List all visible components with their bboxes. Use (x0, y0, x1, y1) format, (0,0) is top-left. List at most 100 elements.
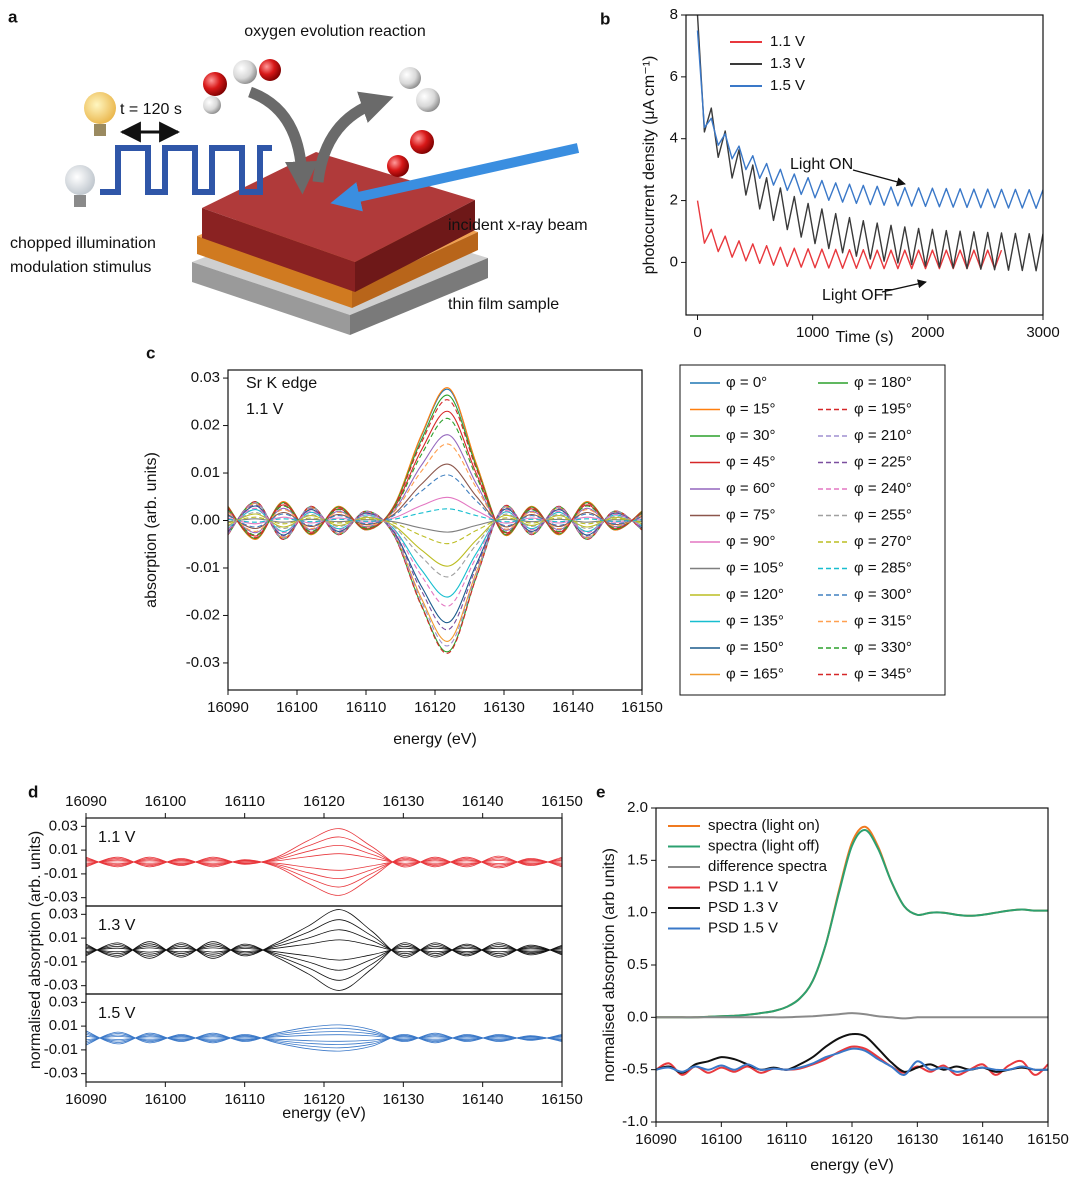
legend-label: φ = 315° (854, 612, 912, 629)
xray-beam (330, 143, 580, 212)
annotation-arrow (852, 169, 906, 187)
process-arrow (247, 86, 319, 195)
series-line (228, 410, 642, 537)
series-line (228, 474, 642, 528)
legend-label: 1.1 V (770, 33, 805, 50)
legend-label: spectra (light off) (708, 837, 819, 854)
legend-label: φ = 15° (726, 400, 776, 417)
x-axis-label: energy (eV) (393, 731, 477, 748)
x-tick-label: 16090 (635, 1131, 677, 1148)
y-tick-label: 8 (670, 6, 678, 23)
legend-label: difference spectra (708, 858, 828, 875)
process-arrow (312, 91, 394, 183)
series-line (86, 856, 562, 896)
substrate-side (350, 258, 488, 335)
series-line (86, 944, 562, 981)
y-tick-label: 4 (670, 130, 678, 147)
layer-side (352, 232, 478, 308)
y-tick-label: -0.02 (186, 606, 220, 623)
series-line (86, 1031, 562, 1052)
chart: -1.0 -0.5 0.0 0.5 1.0 1.5 2.0 16090 16100 16110 16… (596, 782, 1069, 1174)
x-tick-label: 16100 (276, 699, 318, 716)
atom-h (203, 96, 221, 114)
y-tick-label: 0.03 (49, 817, 78, 834)
atom-h (399, 67, 421, 89)
legend-label: PSD 1.1 V (708, 878, 778, 895)
atom-h (233, 60, 257, 84)
x-tick-label: 16130 (382, 793, 424, 810)
panel-label: b (600, 9, 610, 28)
annotation-arrow (881, 279, 927, 293)
x-tick-label: 16140 (462, 793, 504, 810)
y-tick-label: 1.0 (627, 904, 648, 921)
x-tick-label: 1000 (796, 324, 829, 341)
series-line (228, 502, 642, 642)
x-tick-label: 2000 (911, 324, 944, 341)
series-line (696, 200, 1003, 270)
y-tick-label: 6 (670, 68, 678, 85)
chart: 0 2 4 6 8 0 1000 2000 3000 b Time (s) photocurrent … (600, 6, 1060, 346)
series-line (228, 505, 642, 623)
x-tick-label: 16150 (1027, 1131, 1069, 1148)
legend-label: φ = 75° (726, 506, 776, 523)
series-line (656, 1045, 1048, 1076)
legend-label: φ = 270° (854, 533, 912, 550)
layer-side (197, 236, 352, 308)
x-tick-label: 16100 (144, 1091, 186, 1108)
panel-label: d (28, 782, 38, 801)
series-line (228, 507, 642, 607)
legend-label: spectra (light on) (708, 817, 820, 834)
y-tick-label: -0.03 (44, 977, 78, 994)
x-tick-label: 16110 (224, 1091, 265, 1108)
legend-label: φ = 90° (726, 533, 776, 550)
chart: -0.03 -0.01 0.01 0.03 16090 16100 16110 16120 16… (28, 782, 583, 907)
x-tick-label: 16130 (483, 699, 525, 716)
y-tick-label: 2 (670, 192, 678, 209)
y-tick-label: 0.02 (191, 417, 220, 434)
beam-label: incident x-ray beam (448, 217, 588, 234)
series-line (228, 508, 642, 523)
y-axis-label: absorption (arb. units) (143, 452, 160, 608)
diagram-title: oxygen evolution reaction (244, 23, 425, 40)
period-label: t = 120 s (120, 101, 182, 118)
legend-label: φ = 225° (854, 453, 912, 470)
y-tick-label: 0.00 (191, 511, 220, 528)
legend-box (679, 364, 946, 696)
x-tick-label: 16100 (144, 793, 186, 810)
panel-annotation: 1.5 V (98, 1005, 136, 1022)
sample-label: thin film sample (448, 296, 559, 313)
y-tick-label: 1.5 (627, 851, 648, 868)
atom-o (259, 59, 281, 81)
legend-label: φ = 60° (726, 480, 776, 497)
annotation: Light ON (790, 156, 853, 173)
panel-annotation: 1.3 V (98, 917, 136, 934)
x-tick-label: 16150 (541, 793, 583, 810)
x-axis-label: energy (eV) (282, 1105, 366, 1122)
legend-label: φ = 30° (726, 427, 776, 444)
x-tick-label: 16100 (700, 1131, 742, 1148)
series-line (228, 394, 642, 539)
y-axis-label: photocurrent density (μA cm⁻¹) (641, 56, 658, 275)
chart: -0.03 -0.02 -0.01 0.00 0.01 0.02 0.03 16090 1610… (143, 343, 946, 748)
legend-label: φ = 45° (726, 453, 776, 470)
y-tick-label: 0.0 (627, 1008, 648, 1025)
y-tick-label: -0.01 (186, 559, 220, 576)
legend-label: φ = 0° (726, 374, 767, 391)
plot-frame (85, 993, 563, 1083)
diagram: a oxygen evolution reaction t = 120 s in… (8, 7, 588, 335)
x-tick-label: 16120 (831, 1131, 873, 1148)
series-line (86, 942, 562, 991)
x-tick-label: 16140 (962, 1131, 1004, 1148)
plot-frame (227, 369, 643, 691)
chart: -0.03 -0.01 0.01 0.03 16090 16100 16110 16120 16… (44, 993, 583, 1122)
x-tick-label: 16120 (303, 793, 345, 810)
series-line (228, 501, 642, 654)
legend-label: φ = 255° (854, 506, 912, 523)
plot-frame (655, 807, 1049, 1123)
plot-frame (85, 905, 563, 995)
legend-label: 1.5 V (770, 77, 805, 94)
series-line (656, 1047, 1048, 1076)
bulb-off (65, 165, 95, 195)
stimulus-label: modulation stimulus (10, 259, 151, 276)
